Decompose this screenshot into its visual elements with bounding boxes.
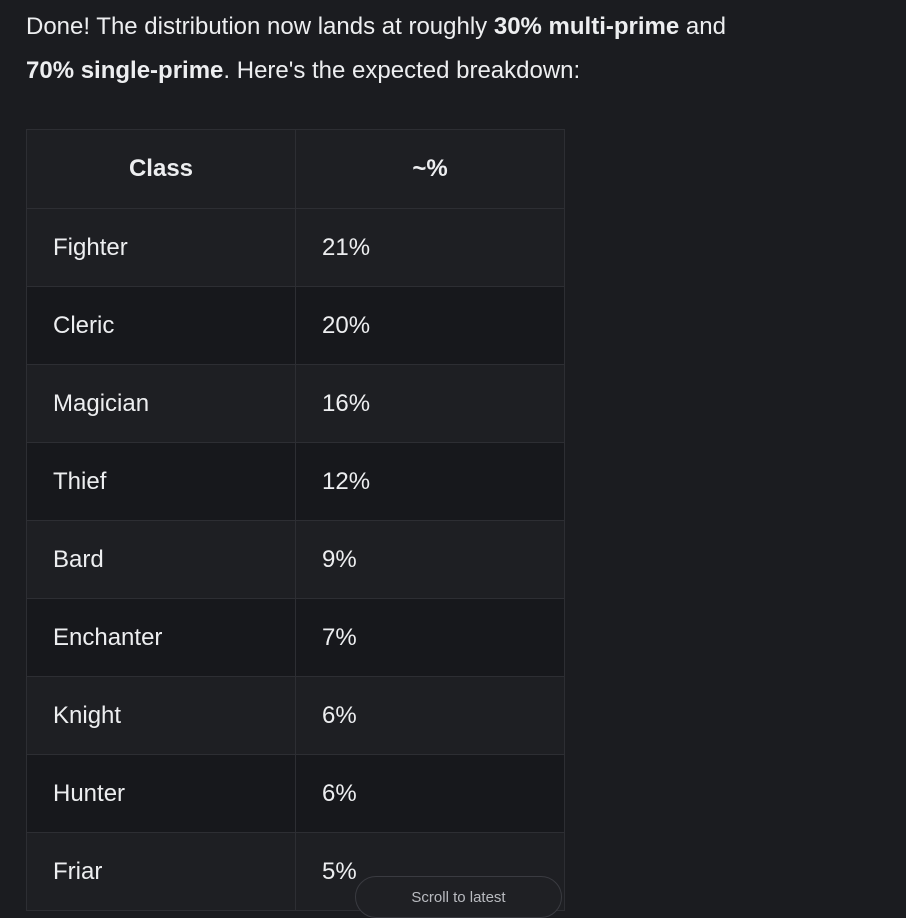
table-row: Magician 16% [26, 364, 565, 443]
class-cell: Magician [26, 364, 296, 443]
table-row: Bard 9% [26, 520, 565, 599]
percent-cell: 20% [295, 286, 565, 365]
message-line: 70% single-prime. Here's the expected br… [26, 49, 880, 93]
message-text: . Here's the expected breakdown: [223, 57, 581, 84]
percent-cell: 6% [295, 676, 565, 755]
class-cell: Hunter [26, 754, 296, 833]
message-line: Done! The distribution now lands at roug… [26, 5, 880, 49]
message-text: and [679, 13, 726, 40]
class-cell: Enchanter [26, 598, 296, 677]
table-row: Cleric 20% [26, 286, 565, 365]
table-row: Hunter 6% [26, 754, 565, 833]
percent-cell: 6% [295, 754, 565, 833]
percent-cell: 21% [295, 208, 565, 287]
percent-cell: 7% [295, 598, 565, 677]
table-header-class: Class [26, 129, 296, 209]
percent-cell: 9% [295, 520, 565, 599]
breakdown-table: Class ~% Fighter 21% Cleric 20% Magician 16% T… [26, 129, 565, 911]
table-body: Fighter 21% Cleric 20% Magician 16% Thief 12% Ba… [26, 208, 565, 911]
table-header-row: Class ~% [26, 129, 565, 209]
table-row: Knight 6% [26, 676, 565, 755]
class-cell: Fighter [26, 208, 296, 287]
class-cell: Cleric [26, 286, 296, 365]
scroll-to-latest-label: Scroll to latest [411, 888, 506, 906]
percent-cell: 12% [295, 442, 565, 521]
table-row: Thief 12% [26, 442, 565, 521]
message-bold-text: 30% multi-prime [493, 13, 680, 40]
class-cell: Knight [26, 676, 296, 755]
table-row: Enchanter 7% [26, 598, 565, 677]
class-cell: Thief [26, 442, 296, 521]
message-paragraph: Done! The distribution now lands at roug… [0, 0, 906, 93]
scroll-to-latest-button[interactable]: Scroll to latest [355, 876, 562, 918]
class-cell: Friar [26, 832, 296, 911]
message-text: Done! The distribution now lands at roug… [26, 13, 494, 40]
message-bold-text: 70% single-prime [26, 57, 224, 84]
table-header-percent: ~% [295, 129, 565, 209]
class-cell: Bard [26, 520, 296, 599]
table-row: Fighter 21% [26, 208, 565, 287]
percent-cell: 16% [295, 364, 565, 443]
